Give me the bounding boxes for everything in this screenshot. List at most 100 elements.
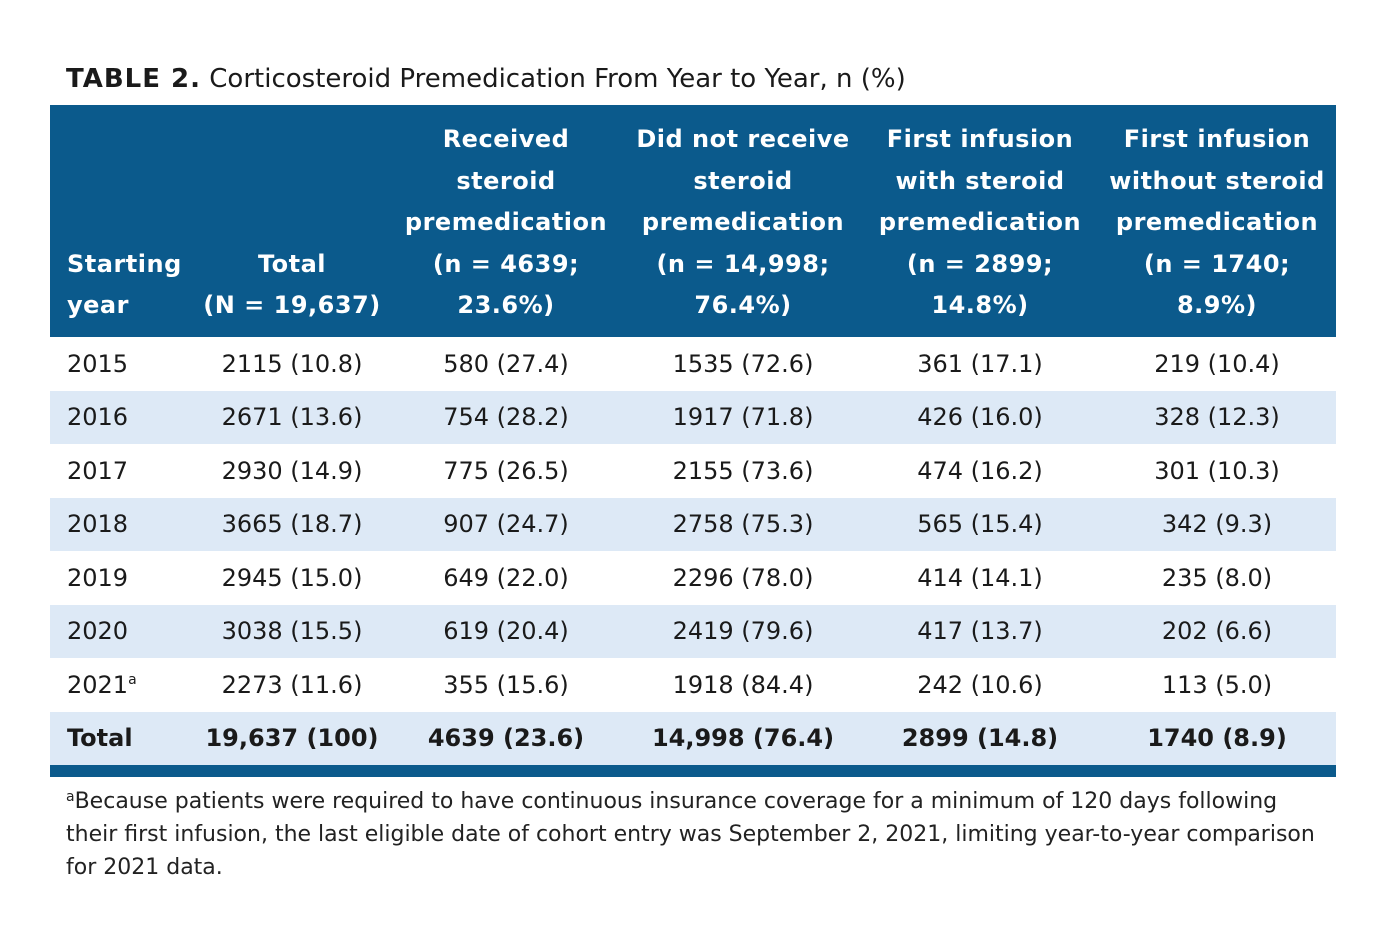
column-header: Starting year [50,105,196,337]
data-cell: 907 (24.7) [443,510,569,539]
total-row: Total 19,637 (100) 4639 (23.6) 14,998 (76.4… [50,711,1336,765]
column-header-line: steroid [456,166,556,195]
data-cell: 754 (28.2) [443,403,569,432]
table-row: 2021a 2273 (11.6) 355 (15.6) 1918 (84.4) 242… [50,658,1336,712]
year-value: 2016 [67,403,129,432]
table-row: 2018 3665 (18.7) 907 (24.7) 2758 (75.3) 565 … [50,497,1336,552]
column-header-line: (n = 4639; [432,249,580,278]
column-header-line: with steroid [895,166,1065,195]
total-cell: 14,998 (76.4) [624,711,862,765]
data-cell: 342 (9.3) [1161,510,1273,539]
column-header-line: premedication [404,208,608,237]
premedication-table: Starting year Total (N = 19,637) Received ste… [50,105,1336,765]
column-header-line: 76.4%) [694,291,792,320]
column-header-line: 23.6%) [457,291,555,320]
data-cell: 2296 (78.0) [672,563,814,592]
column-header: Did not receive steroid premedication (n = … [624,105,862,337]
data-cell: 202 (6.6) [1161,617,1273,646]
data-cell: 417 (13.7) [917,617,1043,646]
data-cell: 565 (15.4) [917,510,1043,539]
column-header-line: (N = 19,637) [203,291,381,320]
data-cell: 2930 (14.9) [221,456,363,485]
total-cell: 19,637 (100) [196,711,388,765]
total-cell: 1740 (8.9) [1098,711,1336,765]
footnote-text: Because patients were required to have c… [66,789,1315,880]
column-header-line: premedication [878,208,1082,237]
data-cell: 242 (10.6) [917,670,1043,699]
table-row: 2019 2945 (15.0) 649 (22.0) 2296 (78.0) 414 … [50,551,1336,605]
data-cell: 1535 (72.6) [672,349,814,378]
data-cell: 2273 (11.6) [221,670,363,699]
table-caption: TABLE 2. Corticosteroid Premedication Fr… [66,62,906,96]
table-footnote: aBecause patients were required to have … [66,785,1326,884]
data-cell: 113 (5.0) [1161,670,1273,699]
data-cell: 328 (12.3) [1154,403,1280,432]
column-header-line: 8.9%) [1176,291,1258,320]
data-cell: 355 (15.6) [443,670,569,699]
year-cell: 2015 [50,337,196,391]
year-value: 2015 [67,349,129,378]
column-header-line: First infusion [886,125,1074,154]
data-cell: 649 (22.0) [443,563,569,592]
data-cell: 1918 (84.4) [672,670,814,699]
table-row: 2020 3038 (15.5) 619 (20.4) 2419 (79.6) 417 … [50,604,1336,659]
data-cell: 580 (27.4) [443,349,569,378]
data-cell: 2671 (13.6) [221,403,363,432]
column-header: Received steroid premedication (n = 4639; 23… [388,105,624,337]
year-value: 2018 [67,510,129,539]
data-cell: 1917 (71.8) [672,403,814,432]
data-cell: 3038 (15.5) [221,617,363,646]
year-value: 2020 [67,617,129,646]
data-cell: 426 (16.0) [917,403,1043,432]
year-value: 2021 [67,670,129,699]
data-cell: 301 (10.3) [1154,456,1280,485]
total-cell: 2899 (14.8) [862,711,1098,765]
column-header-line: 14.8%) [931,291,1029,320]
footnote-reference: a [128,671,137,688]
column-header: First infusion with steroid premedication (… [862,105,1098,337]
column-header-line: without steroid [1109,166,1325,195]
table-row: 2016 2671 (13.6) 754 (28.2) 1917 (71.8) 426 … [50,390,1336,445]
header-row: Starting year Total (N = 19,637) Received ste… [50,105,1336,337]
column-header-line: year [67,291,129,320]
footnote-marker: a [66,789,75,805]
year-cell: 2019 [50,551,196,605]
year-cell: 2018 [50,498,196,552]
total-label: Total [50,711,196,765]
data-cell: 3665 (18.7) [221,510,363,539]
data-cell: 2155 (73.6) [672,456,814,485]
year-value: 2019 [67,563,129,592]
year-cell: 2016 [50,391,196,445]
data-cell: 474 (16.2) [917,456,1043,485]
total-cell: 4639 (23.6) [388,711,624,765]
column-header-line: premedication [641,208,845,237]
table-row: 2017 2930 (14.9) 775 (26.5) 2155 (73.6) 474 … [50,444,1336,498]
table-title: Corticosteroid Premedication From Year t… [209,64,906,94]
year-cell: 2020 [50,605,196,659]
column-header-line: First infusion [1123,125,1311,154]
year-cell: 2021a [50,658,196,712]
data-cell: 2419 (79.6) [672,617,814,646]
column-header-line: Did not receive [636,125,850,154]
table-label: TABLE 2. [66,64,202,94]
column-header-line: Received [442,125,570,154]
year-value: 2017 [67,456,129,485]
column-header-line: premedication [1115,208,1319,237]
column-header: First infusion without steroid premedicati… [1098,105,1336,337]
table-row: 2015 2115 (10.8) 580 (27.4) 1535 (72.6) 361 … [50,337,1336,391]
column-header-line: Total [257,249,327,278]
data-cell: 2758 (75.3) [672,510,814,539]
data-cell: 2945 (15.0) [221,563,363,592]
data-cell: 219 (10.4) [1154,349,1280,378]
data-cell: 361 (17.1) [917,349,1043,378]
data-cell: 775 (26.5) [443,456,569,485]
year-cell: 2017 [50,444,196,498]
column-header: Total (N = 19,637) [196,105,388,337]
data-cell: 235 (8.0) [1161,563,1273,592]
data-table-container: Starting year Total (N = 19,637) Received ste… [50,105,1336,777]
column-header-line: (n = 1740; [1143,249,1291,278]
data-cell: 2115 (10.8) [221,349,363,378]
column-header-line: (n = 2899; [906,249,1054,278]
table-body: 2015 2115 (10.8) 580 (27.4) 1535 (72.6) 361 … [50,337,1336,765]
table-header: Starting year Total (N = 19,637) Received ste… [50,105,1336,337]
